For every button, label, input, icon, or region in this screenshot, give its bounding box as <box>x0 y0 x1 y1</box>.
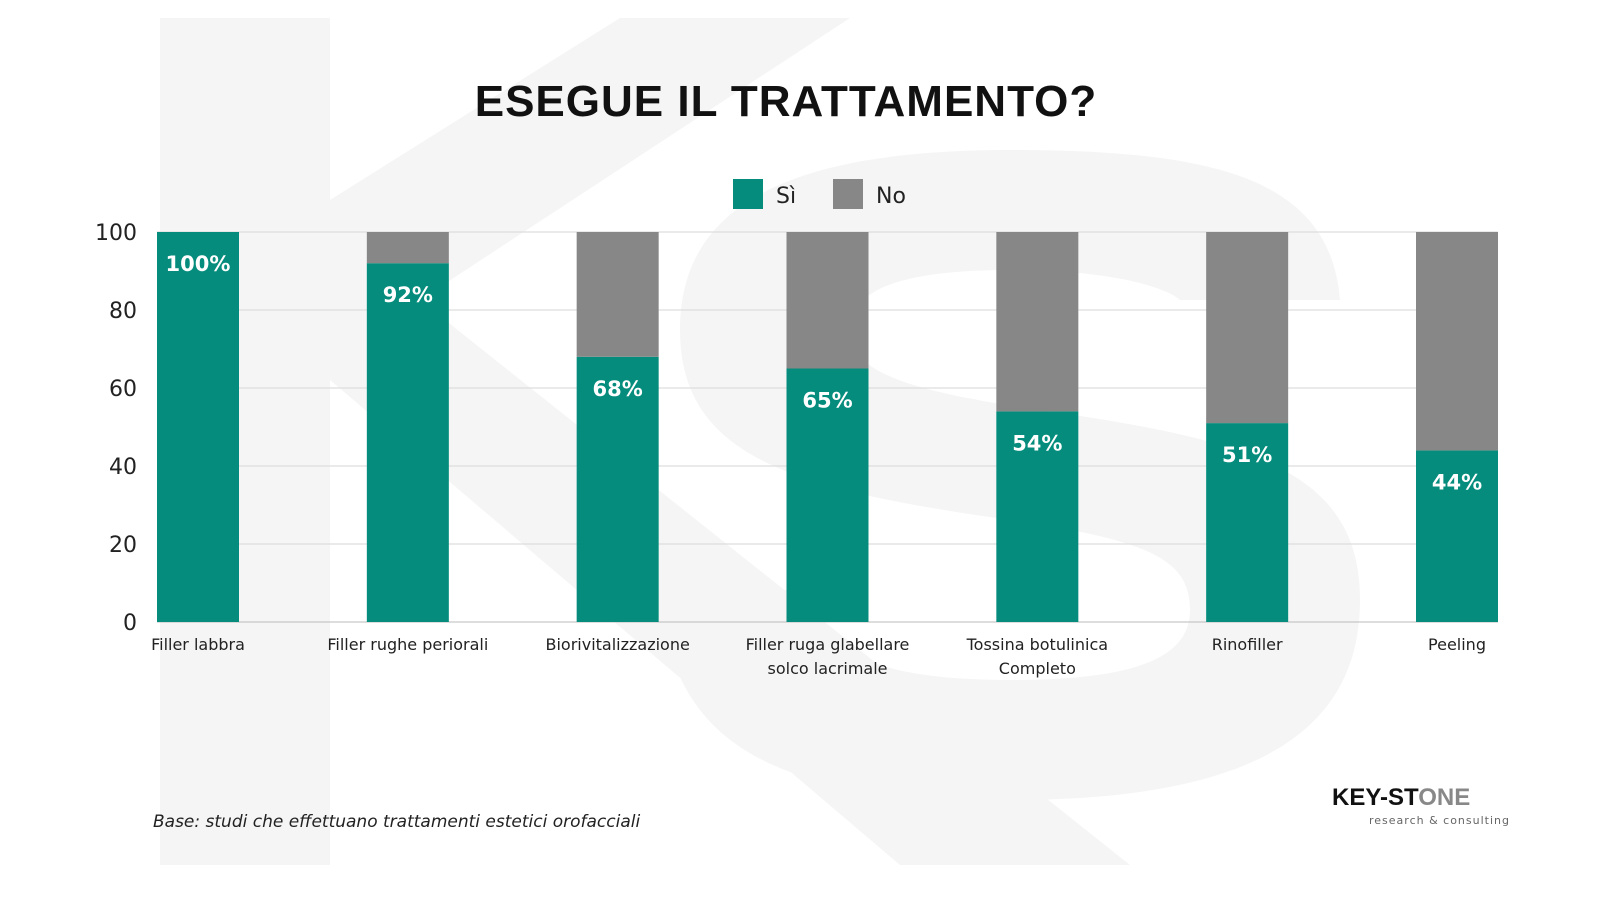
data-label: 68% <box>593 377 643 401</box>
x-tick-label: Tossina botulinica Completo <box>966 635 1108 678</box>
x-tick-label-line: Filler labbra <box>151 635 245 654</box>
x-tick-label: Biorivitalizzazione <box>545 635 689 654</box>
legend-swatch <box>833 179 863 209</box>
x-axis-labels: Filler labbra Filler rughe periorali Biori… <box>151 635 1486 678</box>
bars: 100% 92% 68% 65% 54% 51% 44% <box>157 232 1498 622</box>
x-tick-label-line: Filler rughe periorali <box>327 635 488 654</box>
x-tick-label-line: Filler ruga glabellare <box>746 635 910 654</box>
watermark <box>160 18 1360 865</box>
y-tick-label: 20 <box>109 533 137 558</box>
logo-light: ONE <box>1418 784 1470 811</box>
bar-si <box>1416 450 1498 622</box>
x-tick-label: Rinofiller <box>1212 635 1283 654</box>
x-tick-label: Filler ruga glabellare solco lacrimale <box>746 635 910 678</box>
y-tick-label: 80 <box>109 299 137 324</box>
y-tick-label: 40 <box>109 455 137 480</box>
svg-text:KEY-STONE: KEY-STONE <box>1332 784 1470 811</box>
bar-si <box>996 411 1079 622</box>
data-label: 100% <box>166 252 231 276</box>
y-tick-label: 100 <box>95 221 137 246</box>
logo-tagline: research & consulting <box>1369 814 1510 827</box>
x-tick-label-line: Peeling <box>1428 635 1486 654</box>
x-tick-label: Filler rughe periorali <box>327 635 488 654</box>
bar-si <box>576 356 659 622</box>
y-tick-label: 0 <box>123 611 137 636</box>
bar-si <box>157 232 239 622</box>
data-label: 65% <box>802 389 852 413</box>
bar-si <box>366 263 449 622</box>
keystone-logo: KEY-STONE research & consulting <box>1332 784 1510 827</box>
data-label: 92% <box>383 283 433 307</box>
data-label: 54% <box>1012 431 1062 455</box>
x-tick-label-line: Biorivitalizzazione <box>545 635 689 654</box>
legend-label: No <box>876 184 906 209</box>
bar-no <box>1206 232 1289 424</box>
footnote: Base: studi che effettuano trattamenti e… <box>153 812 640 832</box>
x-tick-label-line: Tossina botulinica <box>966 635 1108 654</box>
bar-si <box>1206 423 1289 622</box>
x-tick-label-line: Completo <box>999 659 1076 678</box>
logo-dark: KEY-ST <box>1332 784 1419 811</box>
y-tick-label: 60 <box>109 377 137 402</box>
x-tick-label: Peeling <box>1428 635 1486 654</box>
legend: Sì No <box>733 179 906 209</box>
x-tick-label-line: Rinofiller <box>1212 635 1283 654</box>
bar-no <box>1416 232 1498 451</box>
legend-label: Sì <box>776 184 796 209</box>
data-label: 44% <box>1432 470 1482 494</box>
legend-swatch <box>733 179 763 209</box>
chart-title: ESEGUE IL TRATTAMENTO? <box>475 77 1098 126</box>
data-label: 51% <box>1222 443 1272 467</box>
x-tick-label-line: solco lacrimale <box>768 659 888 678</box>
bar-no <box>786 232 869 369</box>
bar-no <box>996 232 1079 412</box>
bar-no <box>576 232 659 357</box>
bar-si <box>786 368 869 622</box>
x-tick-label: Filler labbra <box>151 635 245 654</box>
bar-no <box>366 232 449 264</box>
